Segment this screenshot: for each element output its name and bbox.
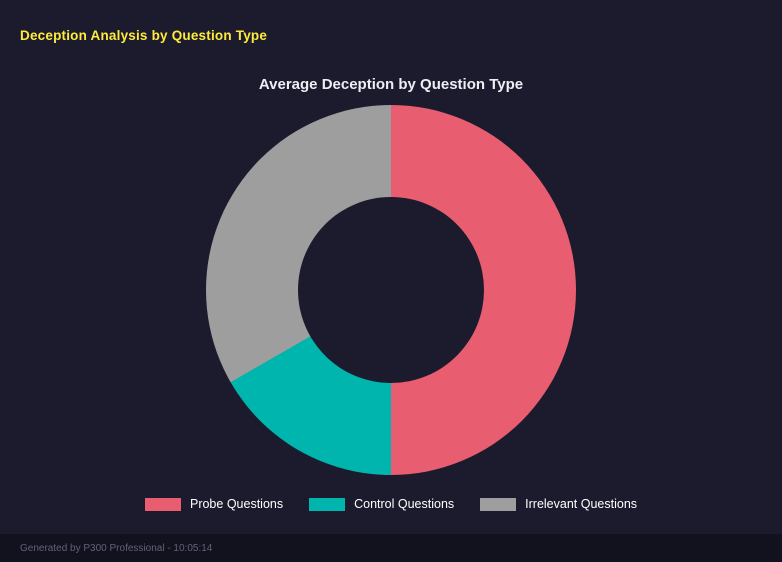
- legend-item-1[interactable]: Control Questions: [309, 497, 454, 511]
- page-title: Deception Analysis by Question Type: [20, 28, 268, 43]
- legend-swatch: [480, 497, 517, 511]
- chart-legend: Probe Questions Control Questions Irreleva…: [144, 497, 637, 511]
- legend-item-2[interactable]: Irrelevant Questions: [480, 497, 637, 511]
- legend-label: Control Questions: [354, 497, 455, 511]
- legend-swatch: [309, 497, 346, 511]
- chart-area: Average Deception by Question Type Probe…: [0, 76, 782, 511]
- footer-text: Generated by P300 Professional - 10:05:1…: [20, 542, 213, 554]
- legend-swatch: [144, 497, 181, 511]
- chart-title: Average Deception by Question Type: [258, 76, 524, 93]
- legend-item-0[interactable]: Probe Questions: [144, 497, 284, 511]
- donut-hole: [298, 197, 484, 383]
- legend-label: Irrelevant Questions: [525, 497, 638, 511]
- donut-chart-wrap: [206, 105, 576, 475]
- legend-label: Probe Questions: [189, 497, 284, 511]
- status-bar: Generated by P300 Professional - 10:05:1…: [0, 534, 782, 562]
